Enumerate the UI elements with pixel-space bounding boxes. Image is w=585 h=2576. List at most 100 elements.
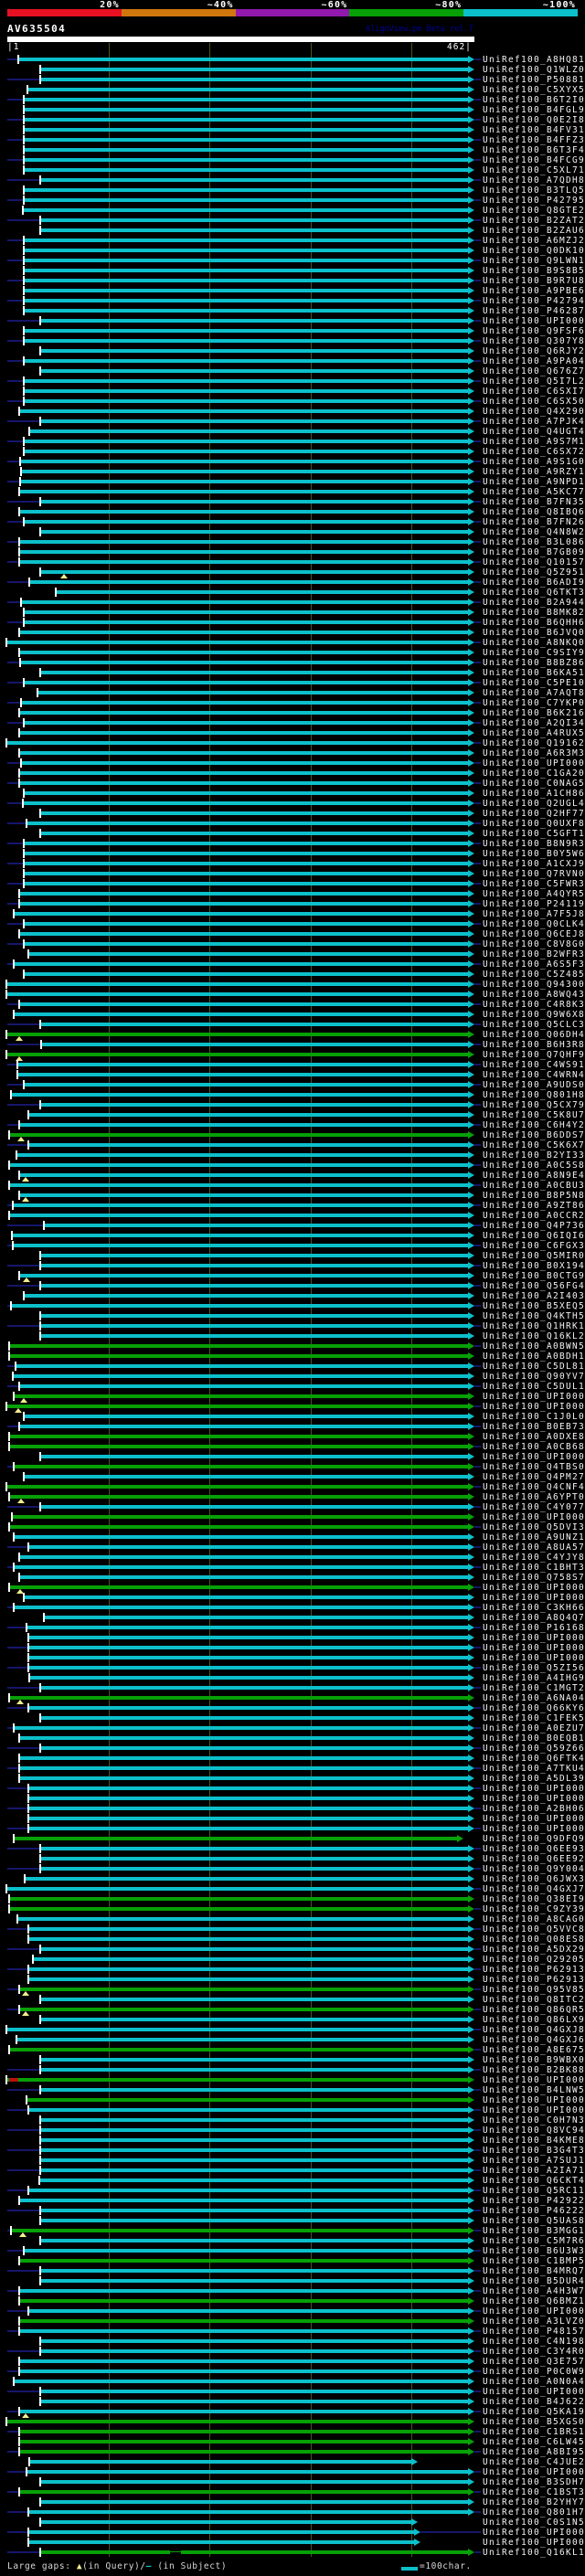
unaligned-subject-trail-line — [474, 218, 481, 221]
alignment-bar — [13, 1514, 468, 1519]
scale-swatch-icon — [401, 2567, 418, 2571]
unaligned-subject-lead-line — [7, 620, 23, 623]
alignment-start-tick — [27, 1783, 29, 1793]
alignment-start-tick — [18, 747, 20, 758]
alignment-bar — [20, 1987, 468, 1991]
subject-extends-arrow-icon — [468, 1814, 474, 1822]
alignment-bar — [20, 2439, 468, 2443]
hit-label: UniRef100_A1CH86 — [483, 788, 585, 799]
alignment-bar — [25, 398, 468, 403]
hit-label: UniRef100_B2ZAT2 — [483, 215, 585, 226]
hit-label: UniRef100_P48157 — [483, 2326, 585, 2337]
subject-extends-arrow-icon — [468, 1542, 474, 1551]
hit-label: UniRef100_Q758S7 — [483, 1572, 585, 1583]
subject-extends-arrow-icon — [468, 1060, 474, 1068]
alignment-start-tick — [39, 2014, 41, 2024]
alignment-bar — [20, 2298, 468, 2303]
hit-label: UniRef100_A6NA04 — [483, 1692, 585, 1703]
alignment-bar — [20, 2198, 468, 2202]
subject-extends-arrow-icon — [468, 266, 474, 274]
unaligned-subject-trail-line — [474, 982, 481, 985]
unaligned-subject-trail-line — [474, 962, 481, 965]
hit-label: UniRef100_B8MK82 — [483, 607, 585, 618]
alignment-start-tick — [23, 607, 25, 617]
alignment-start-tick — [26, 1622, 27, 1632]
gap-in-query-marker-icon — [22, 1196, 29, 1202]
unaligned-subject-trail-line — [474, 2390, 481, 2392]
alignment-start-tick — [23, 848, 25, 858]
alignment-start-tick — [18, 2285, 20, 2295]
unaligned-subject-trail-line — [474, 2068, 481, 2071]
hit-label: UniRef100_A0DXE8 — [483, 1431, 585, 1442]
alignment-start-tick — [8, 1692, 10, 1702]
alignment-start-tick — [39, 416, 41, 426]
subject-extends-arrow-icon — [468, 1191, 474, 1199]
subject-extends-arrow-icon — [468, 427, 474, 435]
alignment-bar — [41, 228, 468, 232]
alignment-bar — [7, 1404, 468, 1408]
alignment-bar — [25, 620, 468, 624]
gap-in-query-marker-icon — [16, 1588, 24, 1594]
unaligned-subject-lead-line — [7, 1244, 12, 1246]
unaligned-subject-trail-line — [474, 580, 481, 583]
hit-label: UniRef100_UPI000.. — [483, 2306, 585, 2316]
alignment-start-tick — [26, 2094, 27, 2104]
unaligned-subject-lead-line — [7, 399, 23, 402]
subject-extends-arrow-icon — [411, 2457, 418, 2465]
unaligned-subject-trail-line — [474, 1565, 481, 1568]
hit-label: UniRef100_C9ZY39 — [483, 1903, 585, 1914]
subject-extends-arrow-icon — [468, 1010, 474, 1018]
gap-in-query-marker-icon — [22, 2412, 29, 2418]
unaligned-subject-trail-line — [474, 1063, 481, 1065]
subject-extends-arrow-icon — [468, 1512, 474, 1521]
unaligned-subject-lead-line — [7, 2189, 27, 2191]
unaligned-subject-lead-line — [7, 1646, 27, 1648]
hit-label: UniRef100_B2WFR3 — [483, 949, 585, 959]
scale-label: ~80% — [435, 0, 463, 10]
alignment-bar — [15, 961, 468, 966]
hit-label: UniRef100_A2BH06 — [483, 1803, 585, 1814]
alignment-bar — [19, 57, 468, 61]
alignment-bar — [25, 258, 468, 262]
alignment-start-tick — [8, 1431, 10, 1441]
alignment-bar — [10, 1182, 468, 1187]
hit-label: UniRef100_A9PBE6 — [483, 285, 585, 296]
hit-label: UniRef100_Q676Z7 — [483, 366, 585, 376]
hit-label: UniRef100_B2ZAU6 — [483, 225, 585, 236]
alignment-start-tick — [5, 1481, 7, 1491]
alignment-start-tick — [26, 2466, 27, 2476]
alignment-start-tick — [39, 2275, 41, 2285]
alignment-bar — [30, 579, 468, 584]
subject-extends-arrow-icon — [468, 467, 474, 475]
hit-label: UniRef100_UPI000.. — [483, 758, 585, 769]
alignment-bar — [41, 569, 468, 574]
subject-extends-arrow-icon — [468, 457, 474, 465]
unaligned-subject-trail-line — [474, 2349, 481, 2352]
alignment-bar — [41, 2389, 468, 2393]
alignment-start-tick — [18, 1572, 20, 1582]
alignment-start-tick — [8, 1160, 10, 1170]
alignment-start-tick — [39, 1280, 41, 1290]
alignment-start-tick — [27, 1662, 29, 1672]
unaligned-subject-trail-line — [474, 158, 481, 161]
hit-label: UniRef100_B0CTG9 — [483, 1270, 585, 1281]
subject-extends-arrow-icon — [468, 537, 474, 546]
hit-label: UniRef100_C6FGX3 — [483, 1240, 585, 1251]
subject-extends-arrow-icon — [468, 2417, 474, 2425]
unaligned-subject-trail-line — [474, 440, 481, 442]
subject-extends-arrow-icon — [468, 256, 474, 264]
gap-in-query-marker-icon — [20, 1397, 27, 1403]
hit-label: UniRef100_Q66KY6 — [483, 1702, 585, 1713]
alignment-bar — [25, 871, 468, 875]
unaligned-subject-trail-line — [474, 2550, 481, 2553]
hit-label: UniRef100_C1BST3 — [483, 2486, 585, 2497]
alignment-bar — [14, 1243, 468, 1247]
alignment-bar — [41, 2499, 468, 2504]
unaligned-subject-trail-line — [474, 2028, 481, 2030]
subject-extends-arrow-icon — [468, 2065, 474, 2073]
alignment-start-tick — [39, 64, 41, 74]
unaligned-subject-trail-line — [474, 560, 481, 563]
unaligned-subject-lead-line — [7, 460, 19, 462]
unaligned-subject-lead-line — [7, 1364, 15, 1367]
unaligned-subject-trail-line — [474, 942, 481, 945]
